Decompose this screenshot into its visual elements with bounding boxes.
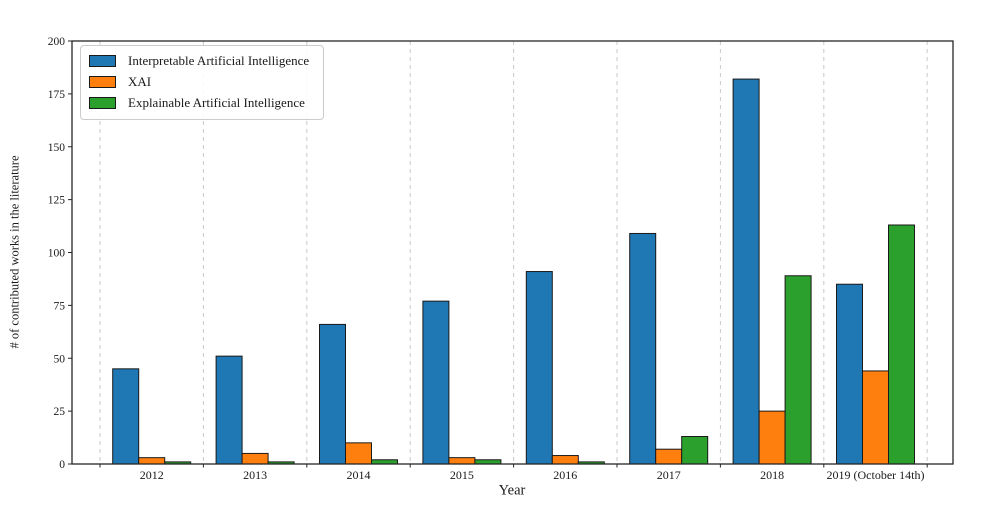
x-axis-label: Year bbox=[498, 482, 526, 499]
bar-2019 (October 14th)-series-1 bbox=[862, 370, 889, 465]
bar-2014-series-1 bbox=[345, 442, 372, 465]
bar-2013-series-1 bbox=[241, 452, 269, 465]
legend-swatch-interpretable-ai bbox=[89, 55, 116, 68]
bar-2018-series-1 bbox=[758, 410, 786, 465]
y-tick-label: 125 bbox=[48, 195, 66, 207]
bar-2016-series-1 bbox=[551, 455, 579, 465]
y-axis-label: # of contributed works in the literature bbox=[7, 155, 22, 349]
bar-2017-series-1 bbox=[655, 448, 683, 465]
bar-2018-series-0 bbox=[732, 78, 760, 465]
bar-2012-series-1 bbox=[138, 457, 166, 465]
x-tick-label: 2013 bbox=[243, 468, 267, 482]
y-tick-label: 200 bbox=[48, 36, 66, 48]
y-tick-label: 75 bbox=[54, 300, 66, 312]
y-tick-label: 150 bbox=[48, 142, 66, 154]
bar-2013-series-0 bbox=[215, 355, 243, 465]
legend-item-interpretable-ai: Interpretable Artificial Intelligence bbox=[89, 53, 309, 70]
y-tick-label: 100 bbox=[48, 248, 66, 260]
legend-label-explainable-ai: Explainable Artificial Intelligence bbox=[128, 94, 305, 110]
legend-label-interpretable-ai: Interpretable Artificial Intelligence bbox=[128, 53, 310, 68]
x-tick-label: 2014 bbox=[347, 468, 371, 482]
bar-2019 (October 14th)-series-0 bbox=[836, 283, 863, 465]
bar-2014-series-0 bbox=[319, 323, 346, 465]
bar-2012-series-0 bbox=[112, 368, 140, 465]
x-tick-label: 2016 bbox=[553, 468, 577, 482]
x-tick-label: 2019 (October 14th) bbox=[827, 468, 925, 482]
legend-item-explainable-ai: Explainable Artificial Intelligence bbox=[89, 95, 309, 112]
legend: Interpretable Artificial Intelligence XA… bbox=[80, 45, 325, 120]
bar-2017-series-2 bbox=[681, 436, 709, 465]
y-tick-label: 0 bbox=[59, 459, 65, 471]
x-tick-label: 2012 bbox=[140, 468, 164, 482]
legend-swatch-xai bbox=[89, 76, 116, 89]
x-tick-label: 2017 bbox=[657, 468, 681, 482]
y-tick-label: 25 bbox=[54, 406, 66, 418]
bar-2015-series-0 bbox=[422, 300, 450, 465]
bar-2018-series-2 bbox=[784, 275, 812, 465]
x-tick-label: 2015 bbox=[450, 468, 474, 482]
legend-label-xai: XAI bbox=[128, 73, 152, 89]
y-tick-label: 175 bbox=[48, 89, 66, 101]
y-tick-label: 50 bbox=[54, 353, 66, 365]
legend-item-xai: XAI bbox=[89, 74, 309, 91]
legend-swatch-explainable-ai bbox=[89, 97, 116, 110]
bar-2019 (October 14th)-series-2 bbox=[888, 224, 915, 465]
x-tick-label: 2018 bbox=[760, 468, 784, 482]
bar-2015-series-1 bbox=[448, 457, 476, 465]
bar-2017-series-0 bbox=[629, 232, 657, 465]
bar-2016-series-0 bbox=[525, 271, 553, 465]
